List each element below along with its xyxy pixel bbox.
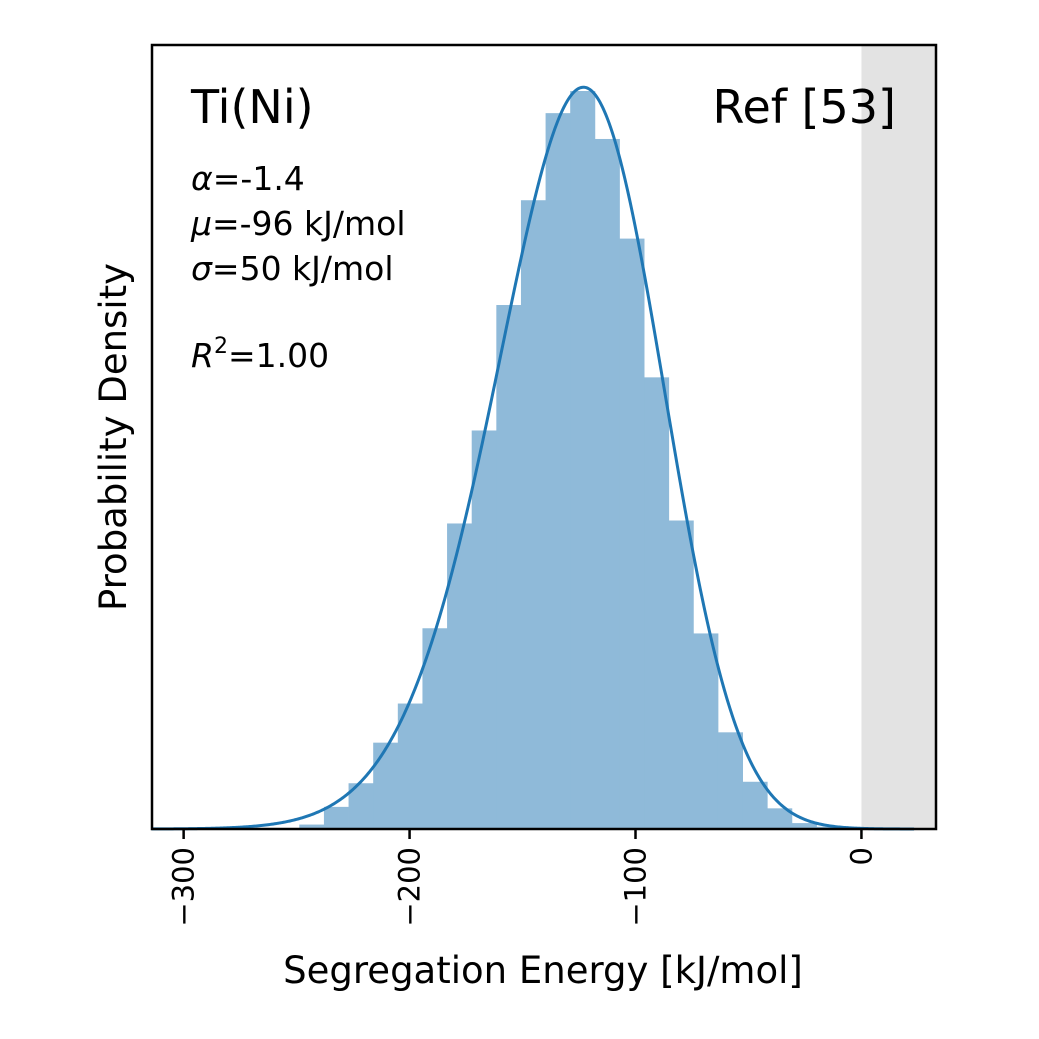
histogram-bar — [323, 806, 349, 829]
histogram-bar — [644, 377, 670, 829]
annotation-reference: Ref [53] — [713, 80, 896, 134]
fit-curve — [151, 85, 915, 831]
histogram-bar — [717, 732, 743, 829]
histogram-bar — [447, 523, 473, 829]
annotation-alpha: α=-1.4 — [191, 159, 305, 198]
histogram-bar — [767, 808, 793, 829]
annotation-r2: R2=1.00 — [191, 334, 329, 375]
x-tick-label: −300 — [167, 847, 201, 927]
histogram-bars — [299, 91, 867, 830]
histogram-bar — [471, 430, 497, 829]
histogram-bar — [397, 703, 423, 829]
annotation-sigma: σ=50 kJ/mol — [191, 249, 394, 288]
histogram-bar — [373, 742, 399, 829]
histogram-bar — [619, 238, 645, 830]
histogram-bar — [594, 138, 620, 830]
histogram-bar — [570, 91, 596, 829]
x-tick-label: −200 — [393, 847, 427, 927]
y-axis-label: Probability Density — [92, 263, 135, 611]
x-tick-label: −100 — [619, 847, 653, 927]
histogram-bar — [545, 113, 571, 829]
histogram-bar — [668, 520, 694, 829]
histogram-bar — [496, 305, 522, 829]
histogram-bar — [791, 823, 817, 829]
annotation-mu: μ=-96 kJ/mol — [190, 204, 406, 243]
histogram-bar — [299, 824, 325, 829]
annotation-system: Ti(Ni) — [190, 80, 314, 134]
histogram-bar — [742, 781, 768, 829]
plot-frame — [150, 43, 938, 831]
histogram-bar — [693, 633, 719, 829]
x-axis-label: Segregation Energy [kJ/mol] — [283, 949, 803, 992]
x-axis-ticks: −300 −200 −100 0 — [167, 829, 878, 927]
x-tick-label: 0 — [844, 847, 878, 865]
histogram-bar — [520, 200, 546, 829]
shaded-region — [861, 45, 936, 829]
